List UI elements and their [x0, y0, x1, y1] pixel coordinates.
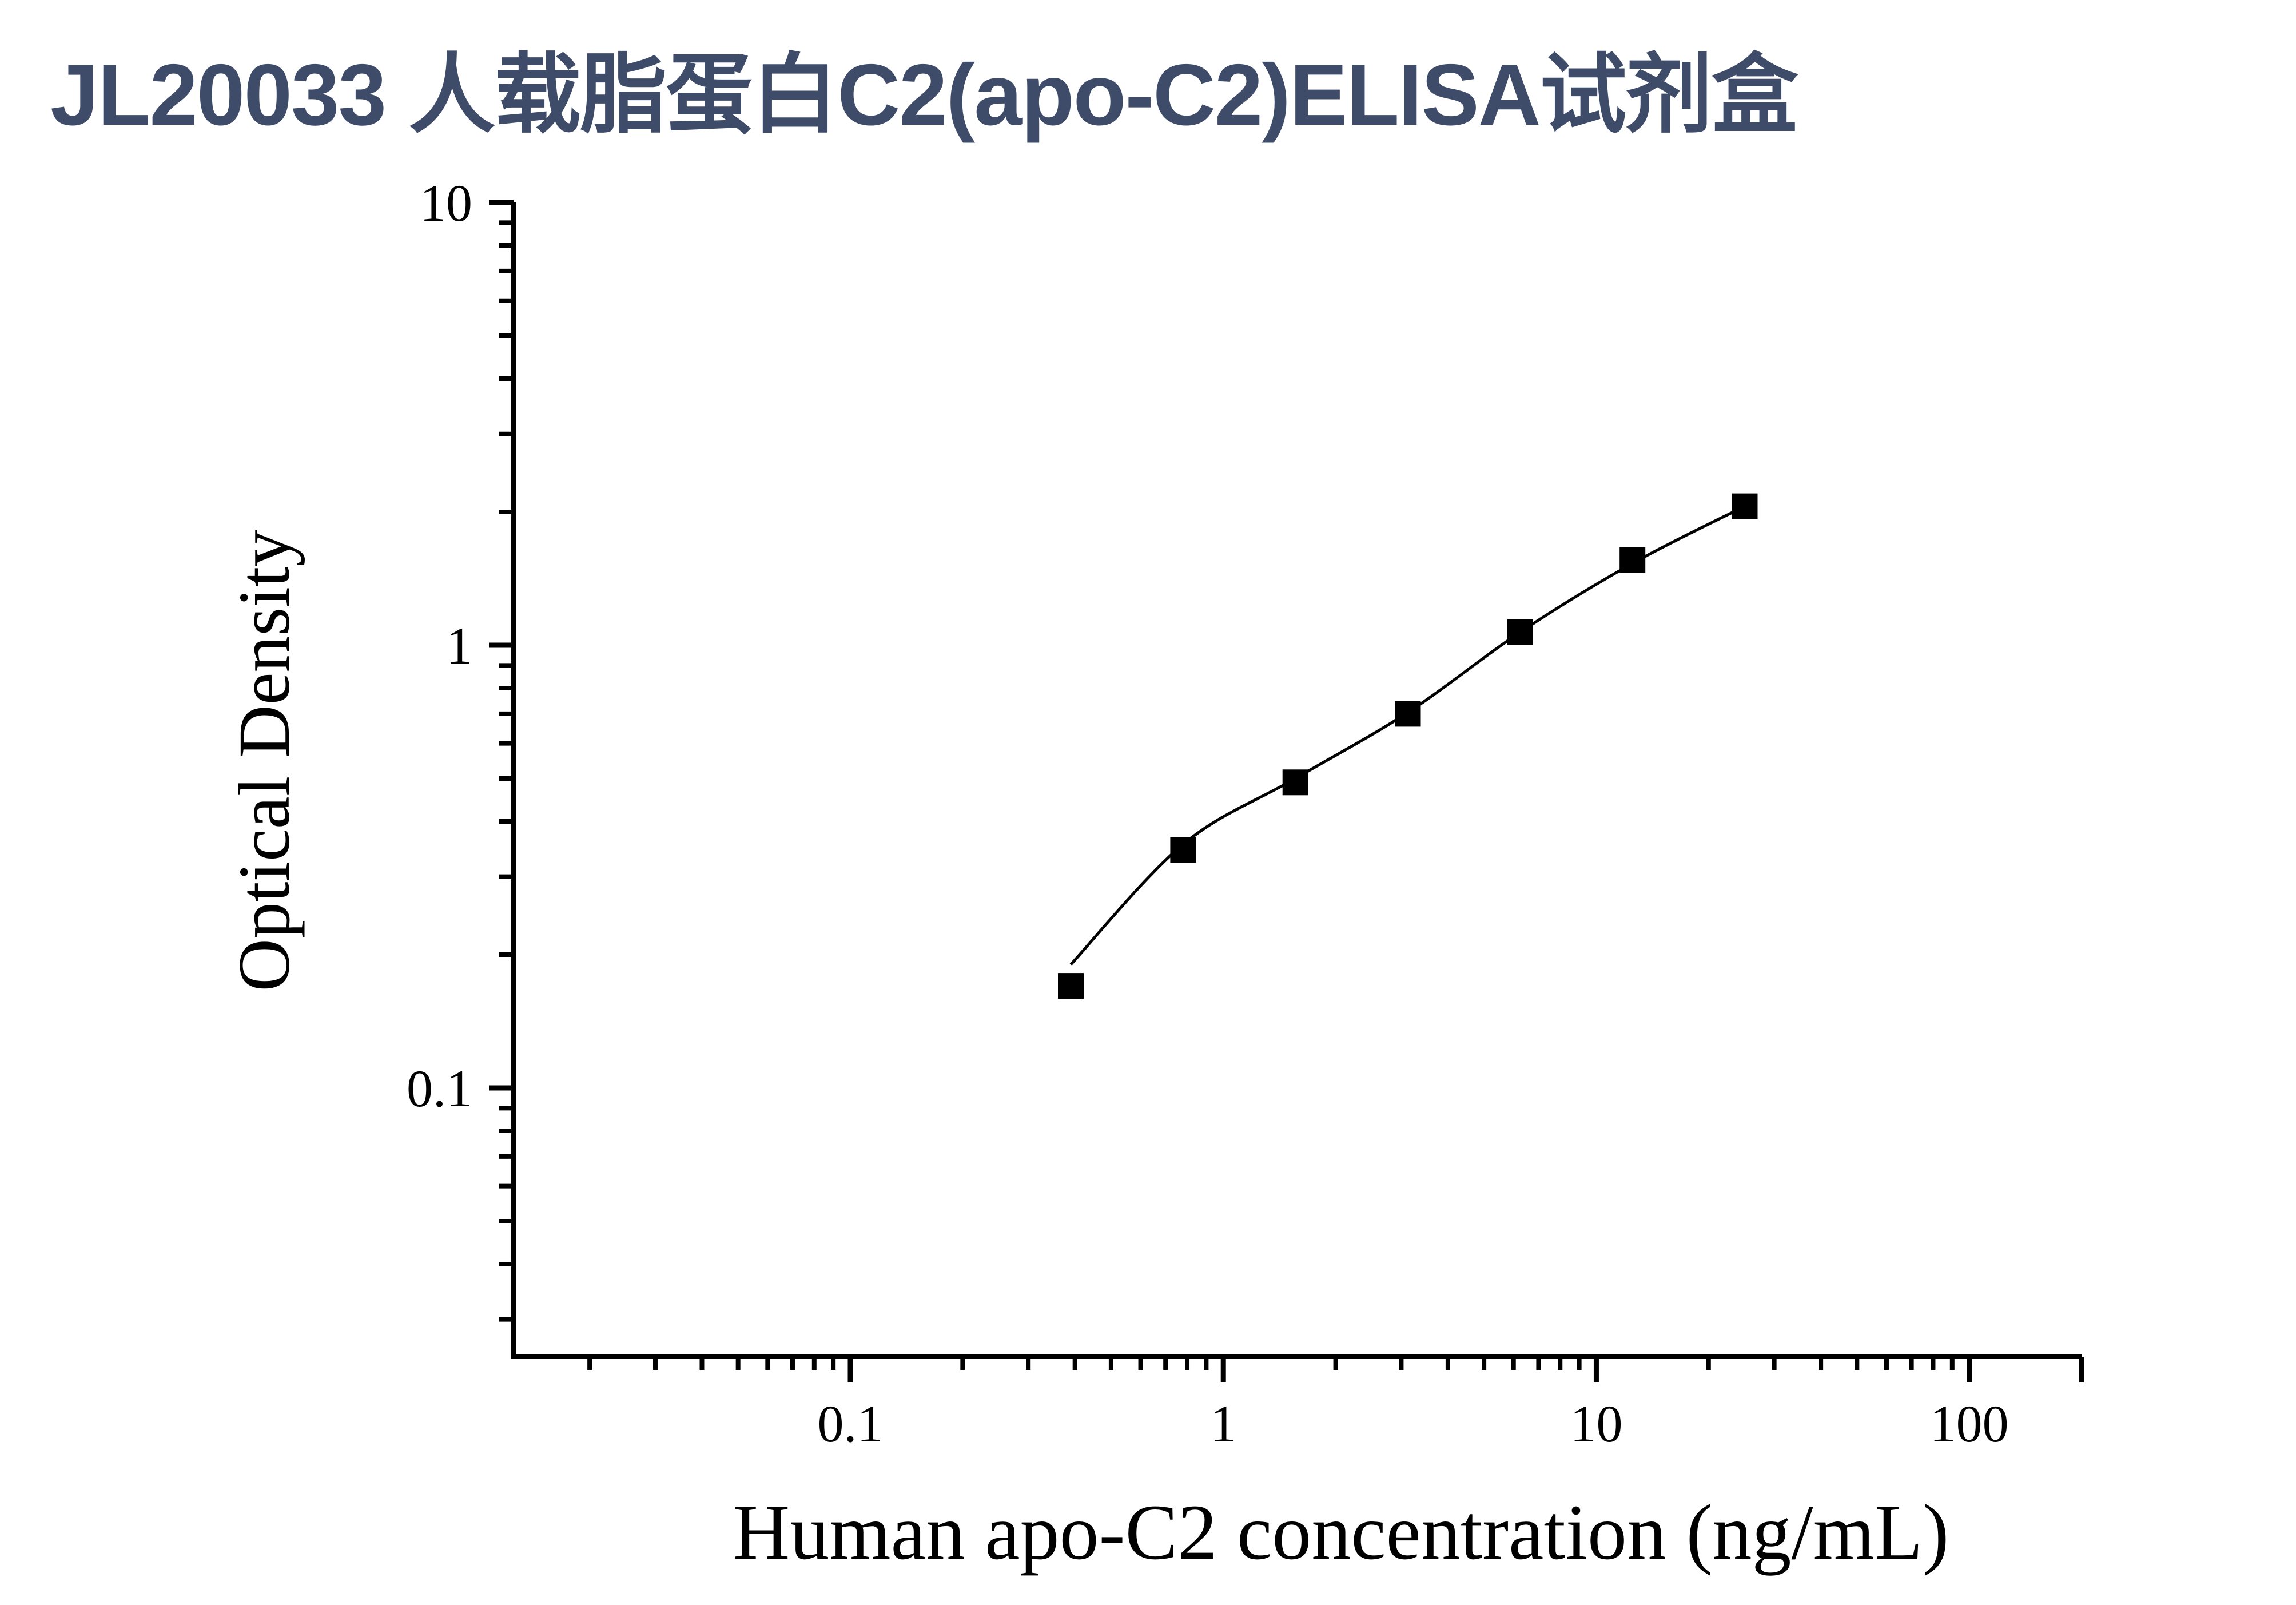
data-point-marker	[1058, 973, 1084, 999]
x-tick-label: 10	[1570, 1395, 1622, 1453]
axis-spine	[511, 202, 2082, 1359]
data-point-marker	[1170, 837, 1196, 863]
y-tick-label: 1	[446, 617, 472, 675]
data-point-marker	[1619, 547, 1646, 573]
x-axis: 0.1 1 10 100 Human apo-C2 concentration (ng…	[587, 1357, 2084, 1576]
y-tick-label: 0.1	[407, 1059, 472, 1118]
x-tick-label: 0.1	[818, 1395, 884, 1453]
page-title: JL20033 人载脂蛋白C2(apo-C2)ELISA试剂盒	[50, 46, 1798, 144]
data-point-marker	[1282, 769, 1308, 796]
data-point-markers	[1058, 493, 1758, 999]
data-point-marker	[1507, 619, 1533, 645]
y-tick-label: 10	[420, 174, 472, 232]
x-axis-ticks	[587, 1357, 2084, 1382]
data-point-marker	[1395, 701, 1421, 727]
y-axis-title: Optical Density	[224, 530, 305, 992]
y-axis-tick-labels: 10 1 0.1	[407, 174, 472, 1118]
x-tick-label: 1	[1210, 1395, 1236, 1453]
y-axis-ticks	[489, 200, 514, 1322]
x-axis-title: Human apo-C2 concentration (ng/mL)	[733, 1488, 1949, 1576]
x-axis-tick-labels: 0.1 1 10 100	[818, 1395, 2009, 1453]
y-axis: 10 1 0.1 Optical Density	[224, 174, 514, 1322]
fit-curve-line	[1069, 504, 1746, 966]
x-tick-label: 100	[1930, 1395, 2009, 1453]
data-point-marker	[1732, 493, 1758, 519]
